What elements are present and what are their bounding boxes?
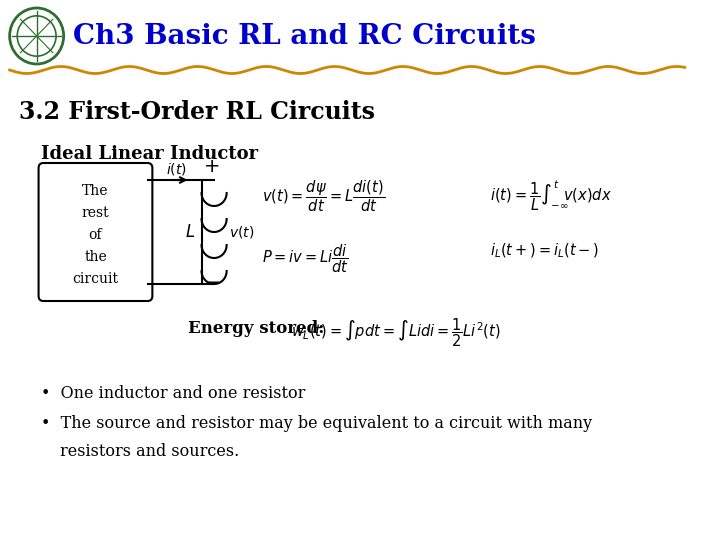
Text: •  The source and resistor may be equivalent to a circuit with many: • The source and resistor may be equival… [40, 415, 592, 432]
Text: $v(t)$: $v(t)$ [228, 224, 254, 240]
Text: Energy stored:: Energy stored: [188, 320, 325, 337]
Text: 3.2 First-Order RL Circuits: 3.2 First-Order RL Circuits [19, 100, 375, 124]
Text: Ideal Linear Inductor: Ideal Linear Inductor [40, 145, 258, 163]
Text: $L$: $L$ [186, 223, 196, 241]
Text: circuit: circuit [73, 272, 119, 286]
Text: $v(t)=\dfrac{d\psi}{dt}=L\dfrac{di(t)}{dt}$: $v(t)=\dfrac{d\psi}{dt}=L\dfrac{di(t)}{d… [262, 178, 385, 213]
Text: resistors and sources.: resistors and sources. [60, 443, 239, 460]
Text: $-$: $-$ [204, 272, 220, 290]
Text: $i_L(t+)=i_L(t-)$: $i_L(t+)=i_L(t-)$ [490, 242, 599, 260]
Text: $P=iv=Li\dfrac{di}{dt}$: $P=iv=Li\dfrac{di}{dt}$ [262, 242, 349, 274]
Text: Ch3 Basic RL and RC Circuits: Ch3 Basic RL and RC Circuits [73, 23, 536, 50]
Text: $i(t)$: $i(t)$ [166, 161, 187, 177]
Text: $w_L(t)=\int pdt=\int Lidi=\dfrac{1}{2}Li^2(t)$: $w_L(t)=\int pdt=\int Lidi=\dfrac{1}{2}L… [291, 316, 501, 348]
Text: of: of [89, 228, 102, 242]
Text: •  One inductor and one resistor: • One inductor and one resistor [40, 385, 305, 402]
Text: The: The [82, 184, 109, 198]
Text: rest: rest [81, 206, 109, 220]
Text: $i(t)=\dfrac{1}{L}\int_{-\infty}^{t}\!\!v(x)dx$: $i(t)=\dfrac{1}{L}\int_{-\infty}^{t}\!\!… [490, 178, 612, 213]
FancyBboxPatch shape [39, 163, 153, 301]
Text: +: + [204, 157, 220, 176]
Text: the: the [84, 250, 107, 264]
